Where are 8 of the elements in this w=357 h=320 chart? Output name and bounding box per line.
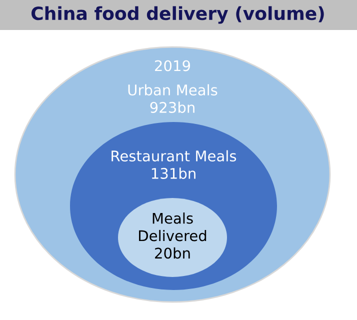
data-label: 131bn [152,168,196,179]
text: 2019 [155,60,190,72]
text: China food delivery (volume) [32,6,324,24]
data-label: 923bn [150,102,194,113]
category-label: Urban Meals [128,84,218,96]
data-label: 20bn [155,247,190,259]
category-label: Meals Delivered [139,212,206,242]
category-label: Restaurant Meals [112,150,236,162]
